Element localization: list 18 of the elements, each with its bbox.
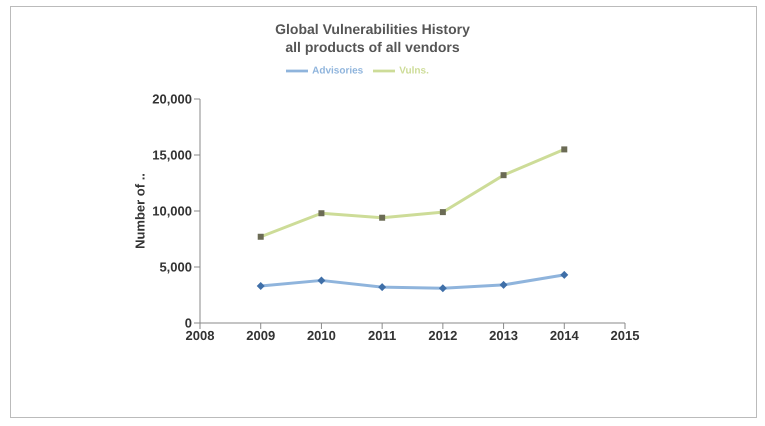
chart-title: Global Vulnerabilities History bbox=[274, 20, 471, 38]
chart-subtitle: all products of all vendors bbox=[284, 38, 461, 56]
x-tick-label: 2015 bbox=[610, 328, 640, 344]
y-tick-label: 0 bbox=[184, 316, 192, 331]
y-tick-label: 10,000 bbox=[152, 204, 192, 219]
x-tick-label: 2010 bbox=[306, 328, 336, 344]
y-axis-title: Number of .. bbox=[132, 173, 148, 249]
y-tick-label: 20,000 bbox=[152, 92, 192, 107]
x-tick-label: 2009 bbox=[246, 328, 276, 344]
x-tick-label: 2012 bbox=[428, 328, 458, 344]
legend-label: Advisories bbox=[312, 66, 364, 77]
x-tick-label: 2014 bbox=[550, 328, 580, 344]
legend-label: Vulns. bbox=[399, 66, 429, 77]
x-tick-label: 2008 bbox=[186, 328, 214, 344]
y-tick-label: 15,000 bbox=[152, 148, 192, 163]
x-tick-label: 2011 bbox=[368, 328, 396, 344]
y-tick-label: 5,000 bbox=[159, 260, 192, 275]
x-tick-label: 2013 bbox=[489, 328, 518, 344]
